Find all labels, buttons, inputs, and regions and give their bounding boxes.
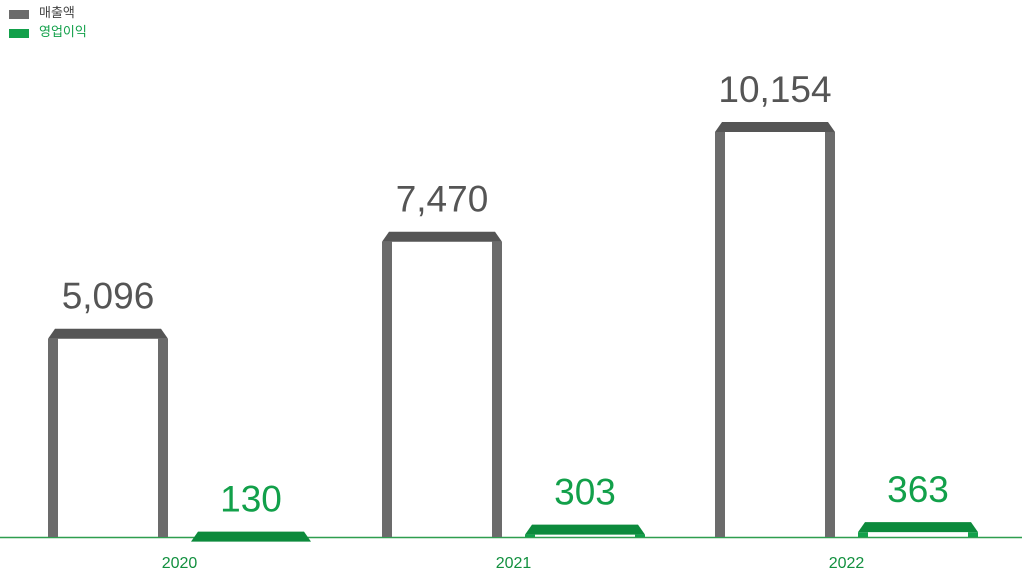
bar-2022-operating-profit xyxy=(858,522,978,537)
bar-2022-sales xyxy=(715,122,835,537)
legend-label-sales: 매출액 xyxy=(39,6,75,21)
value-label-2022-sales: 10,154 xyxy=(718,69,831,110)
value-label-2020-sales: 5,096 xyxy=(62,276,155,317)
value-label-2021-operating-profit: 303 xyxy=(554,472,616,513)
legend-item-operating-profit: 영업이익 xyxy=(9,25,87,41)
legend-item-sales: 매출액 xyxy=(9,6,87,22)
value-label-2021-sales: 7,470 xyxy=(396,179,489,220)
value-label-2022-operating-profit: 363 xyxy=(887,469,949,510)
bar-2020-operating-profit xyxy=(191,531,311,542)
legend: 매출액 영업이익 xyxy=(9,6,87,41)
category-label-2020: 2020 xyxy=(162,555,198,571)
legend-label-operating-profit: 영업이익 xyxy=(39,25,87,40)
bar-2020-sales xyxy=(48,328,168,537)
category-label-2021: 2021 xyxy=(496,555,532,571)
category-label-2022: 2022 xyxy=(829,555,865,571)
legend-swatch-operating-profit xyxy=(9,28,29,38)
value-label-2020-operating-profit: 130 xyxy=(220,479,282,520)
bar-2021-operating-profit xyxy=(525,524,645,537)
bar-2021-sales xyxy=(382,231,502,538)
legend-swatch-sales xyxy=(9,9,29,19)
